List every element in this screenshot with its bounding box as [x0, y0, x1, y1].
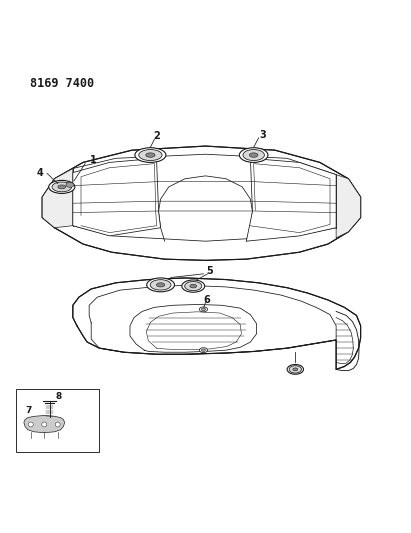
Ellipse shape	[239, 148, 268, 163]
Polygon shape	[73, 278, 360, 369]
Ellipse shape	[199, 348, 208, 353]
Text: 5: 5	[206, 265, 213, 276]
Ellipse shape	[199, 307, 208, 312]
Text: 4: 4	[37, 167, 44, 177]
Ellipse shape	[49, 180, 75, 193]
Ellipse shape	[182, 280, 205, 292]
Ellipse shape	[243, 150, 264, 160]
Ellipse shape	[287, 365, 303, 374]
Polygon shape	[24, 416, 65, 433]
Ellipse shape	[190, 284, 197, 288]
Text: 1: 1	[90, 155, 97, 165]
Polygon shape	[42, 146, 360, 261]
Ellipse shape	[66, 182, 74, 187]
Ellipse shape	[201, 308, 206, 311]
Ellipse shape	[185, 281, 202, 290]
Ellipse shape	[147, 278, 175, 292]
Bar	[16, 389, 99, 452]
Text: 8169 7400: 8169 7400	[30, 77, 94, 90]
Ellipse shape	[139, 150, 162, 160]
Text: 3: 3	[259, 130, 266, 140]
Ellipse shape	[249, 153, 258, 157]
Ellipse shape	[52, 182, 72, 192]
Ellipse shape	[58, 185, 66, 189]
Polygon shape	[336, 175, 360, 238]
Circle shape	[28, 422, 33, 427]
Circle shape	[42, 422, 47, 427]
Ellipse shape	[146, 153, 155, 157]
Ellipse shape	[201, 349, 206, 351]
Polygon shape	[246, 158, 336, 241]
Ellipse shape	[150, 280, 171, 290]
Ellipse shape	[157, 283, 165, 287]
Polygon shape	[73, 158, 161, 236]
Text: 8: 8	[55, 392, 62, 401]
Ellipse shape	[135, 148, 166, 163]
Ellipse shape	[289, 366, 301, 373]
Circle shape	[55, 422, 60, 427]
Ellipse shape	[293, 368, 298, 371]
Text: 2: 2	[153, 131, 160, 141]
Polygon shape	[42, 168, 73, 228]
Text: 6: 6	[204, 295, 210, 305]
Text: 7: 7	[25, 406, 32, 415]
